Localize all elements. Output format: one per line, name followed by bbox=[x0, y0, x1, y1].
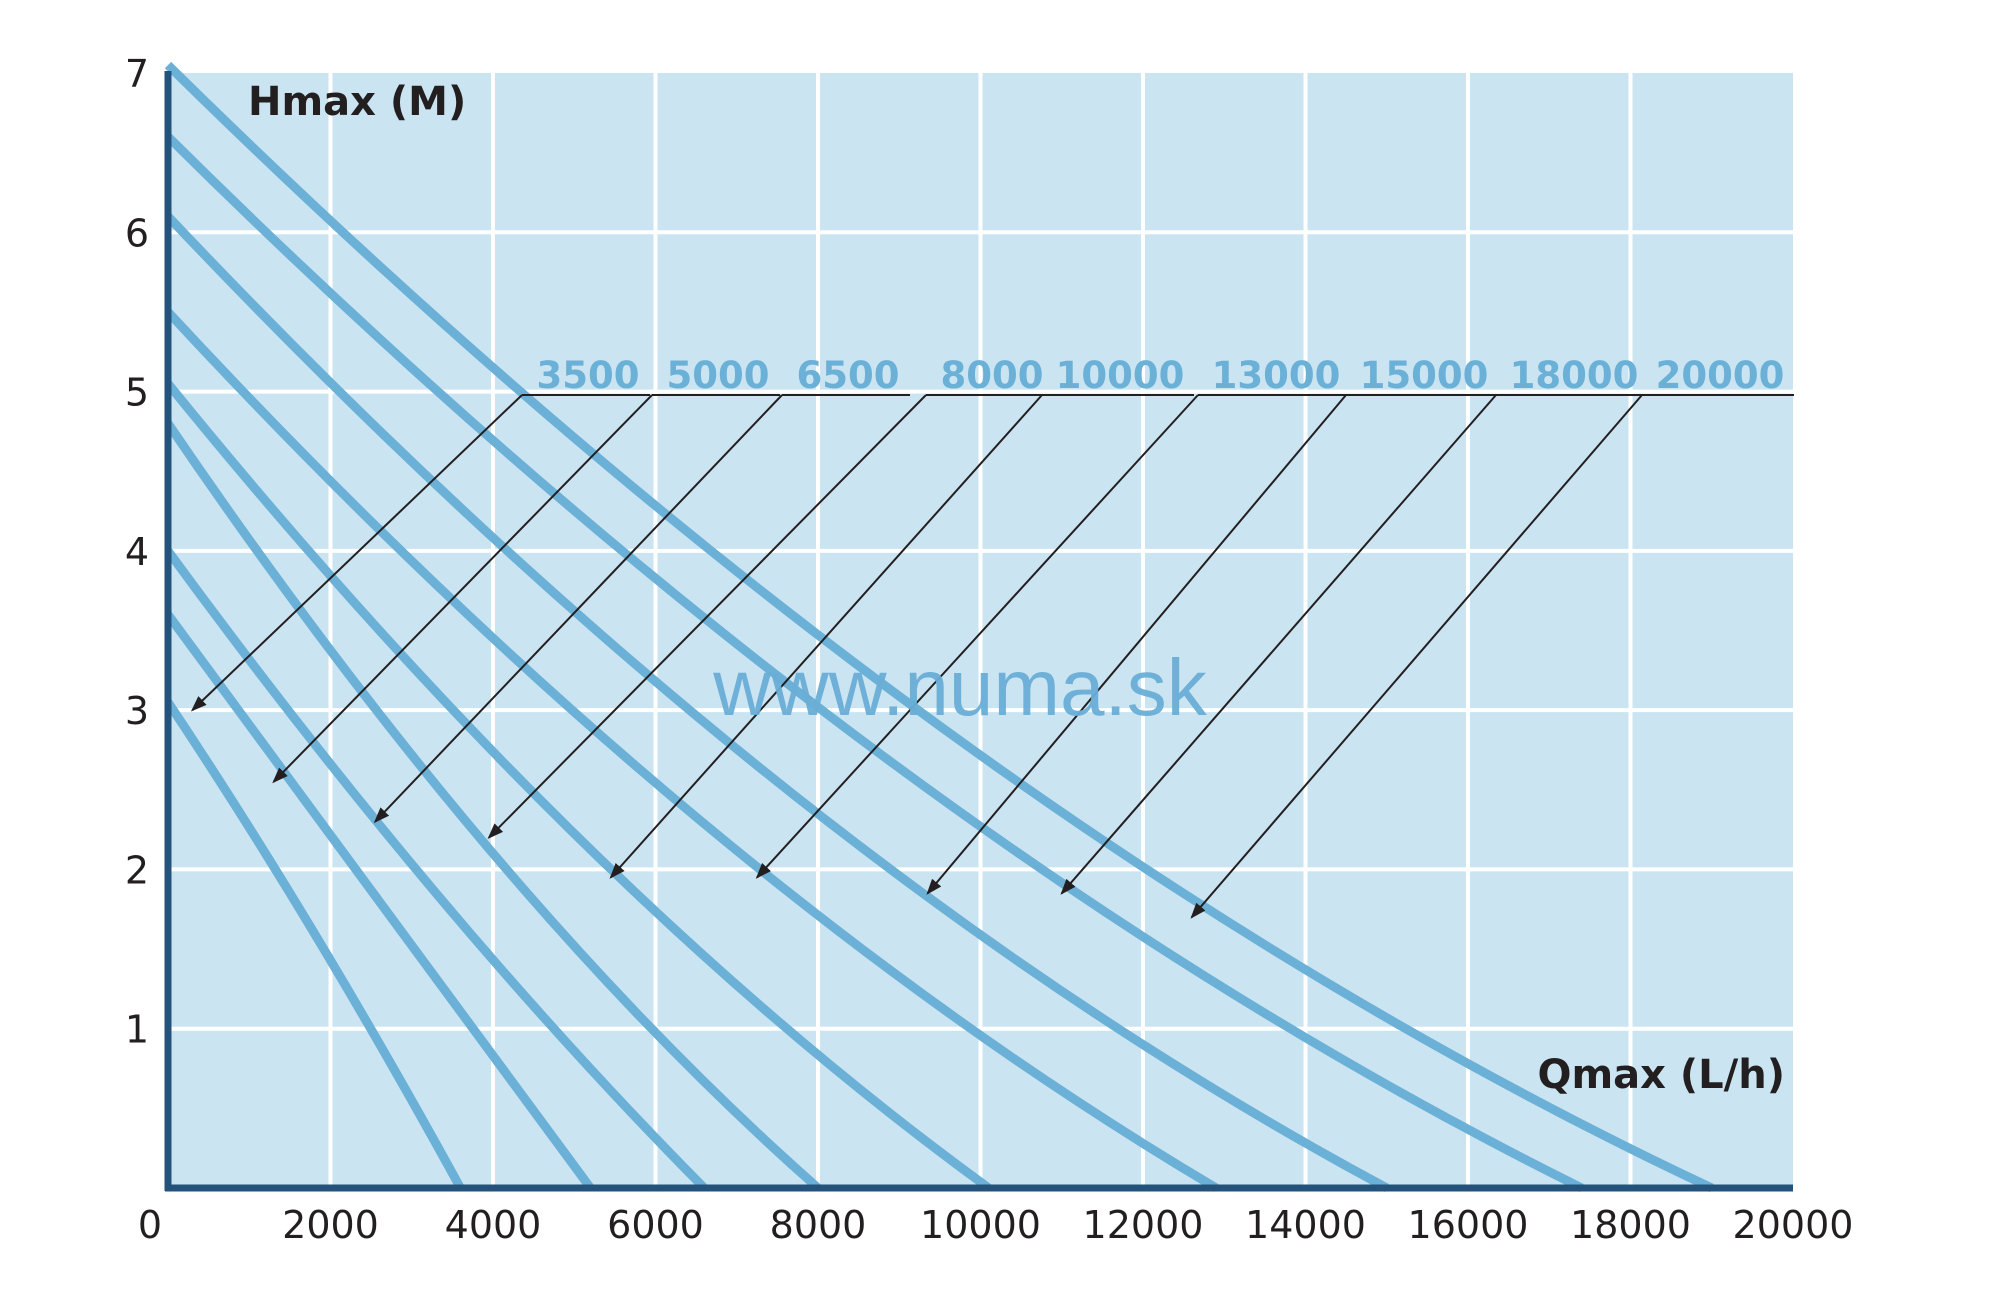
y-tick-label: 4 bbox=[125, 530, 149, 574]
series-label-6500: 6500 bbox=[797, 354, 900, 397]
pump-curves bbox=[164, 61, 1714, 1193]
curve-20000 bbox=[164, 61, 1714, 1193]
curve-6500 bbox=[164, 548, 708, 1192]
leader-arrow-18000 bbox=[1060, 394, 1497, 895]
label-leaders bbox=[190, 394, 1794, 919]
x-tick-label: 16000 bbox=[1408, 1203, 1529, 1247]
x-tick-label: 6000 bbox=[607, 1203, 704, 1247]
x-tick-label: 8000 bbox=[770, 1203, 867, 1247]
watermark: www.numa.sk bbox=[712, 643, 1207, 732]
series-label-8000: 8000 bbox=[941, 354, 1044, 397]
y-tick-labels: 1 2 3 4 5 6 7 bbox=[125, 52, 149, 1052]
y-tick-label: 6 bbox=[125, 211, 149, 255]
curve-10000 bbox=[164, 380, 992, 1192]
y-tick-label: 3 bbox=[125, 689, 149, 733]
x-tick-label: 2000 bbox=[282, 1203, 379, 1247]
x-tick-label: 0 bbox=[138, 1203, 162, 1247]
leader-arrow-5000 bbox=[272, 394, 653, 784]
x-tick-label: 14000 bbox=[1245, 1203, 1366, 1247]
curve-3500 bbox=[164, 699, 465, 1191]
leader-arrow-10000 bbox=[609, 394, 1043, 879]
grid bbox=[168, 73, 1793, 1188]
series-labels: 3500 5000 6500 8000 10000 13000 15000 18000 2000… bbox=[537, 354, 1785, 397]
x-tick-label: 4000 bbox=[445, 1203, 542, 1247]
x-tick-label: 12000 bbox=[1083, 1203, 1204, 1247]
x-tick-label: 18000 bbox=[1570, 1203, 1691, 1247]
series-label-18000: 18000 bbox=[1510, 354, 1639, 397]
curve-15000 bbox=[164, 213, 1389, 1192]
series-label-20000: 20000 bbox=[1656, 354, 1785, 397]
x-axis-title: Qmax (L/h) bbox=[1537, 1052, 1785, 1098]
x-tick-labels: 0 2000 4000 6000 8000 10000 12000 14000 16000 180… bbox=[138, 1203, 1854, 1247]
curve-5000 bbox=[164, 611, 595, 1191]
y-tick-label: 2 bbox=[125, 848, 149, 892]
series-label-10000: 10000 bbox=[1056, 354, 1185, 397]
axes bbox=[164, 71, 1793, 1192]
leader-arrow-20000 bbox=[1190, 394, 1643, 919]
y-tick-label: 7 bbox=[125, 52, 149, 96]
curve-8000 bbox=[164, 420, 821, 1192]
series-label-3500: 3500 bbox=[537, 354, 640, 397]
y-axis-title: Hmax (M) bbox=[248, 79, 466, 125]
y-tick-label: 1 bbox=[125, 1008, 149, 1052]
leader-arrow-6500 bbox=[373, 394, 783, 824]
series-label-13000: 13000 bbox=[1212, 354, 1341, 397]
y-tick-label: 5 bbox=[125, 371, 149, 415]
curve-13000 bbox=[164, 308, 1219, 1192]
series-label-15000: 15000 bbox=[1360, 354, 1489, 397]
leader-arrow-13000 bbox=[755, 394, 1199, 879]
leader-arrow-3500 bbox=[190, 394, 523, 712]
series-label-5000: 5000 bbox=[667, 354, 770, 397]
x-tick-label: 20000 bbox=[1733, 1203, 1854, 1247]
leader-arrow-15000 bbox=[926, 394, 1347, 895]
leader-arrow-8000 bbox=[487, 394, 927, 839]
x-tick-label: 10000 bbox=[920, 1203, 1041, 1247]
